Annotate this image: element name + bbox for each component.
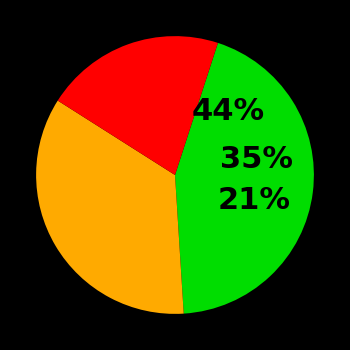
Wedge shape	[36, 100, 184, 314]
Text: 35%: 35%	[220, 145, 293, 174]
Wedge shape	[58, 36, 218, 175]
Wedge shape	[175, 43, 314, 314]
Text: 44%: 44%	[192, 97, 265, 126]
Text: 21%: 21%	[218, 186, 291, 215]
